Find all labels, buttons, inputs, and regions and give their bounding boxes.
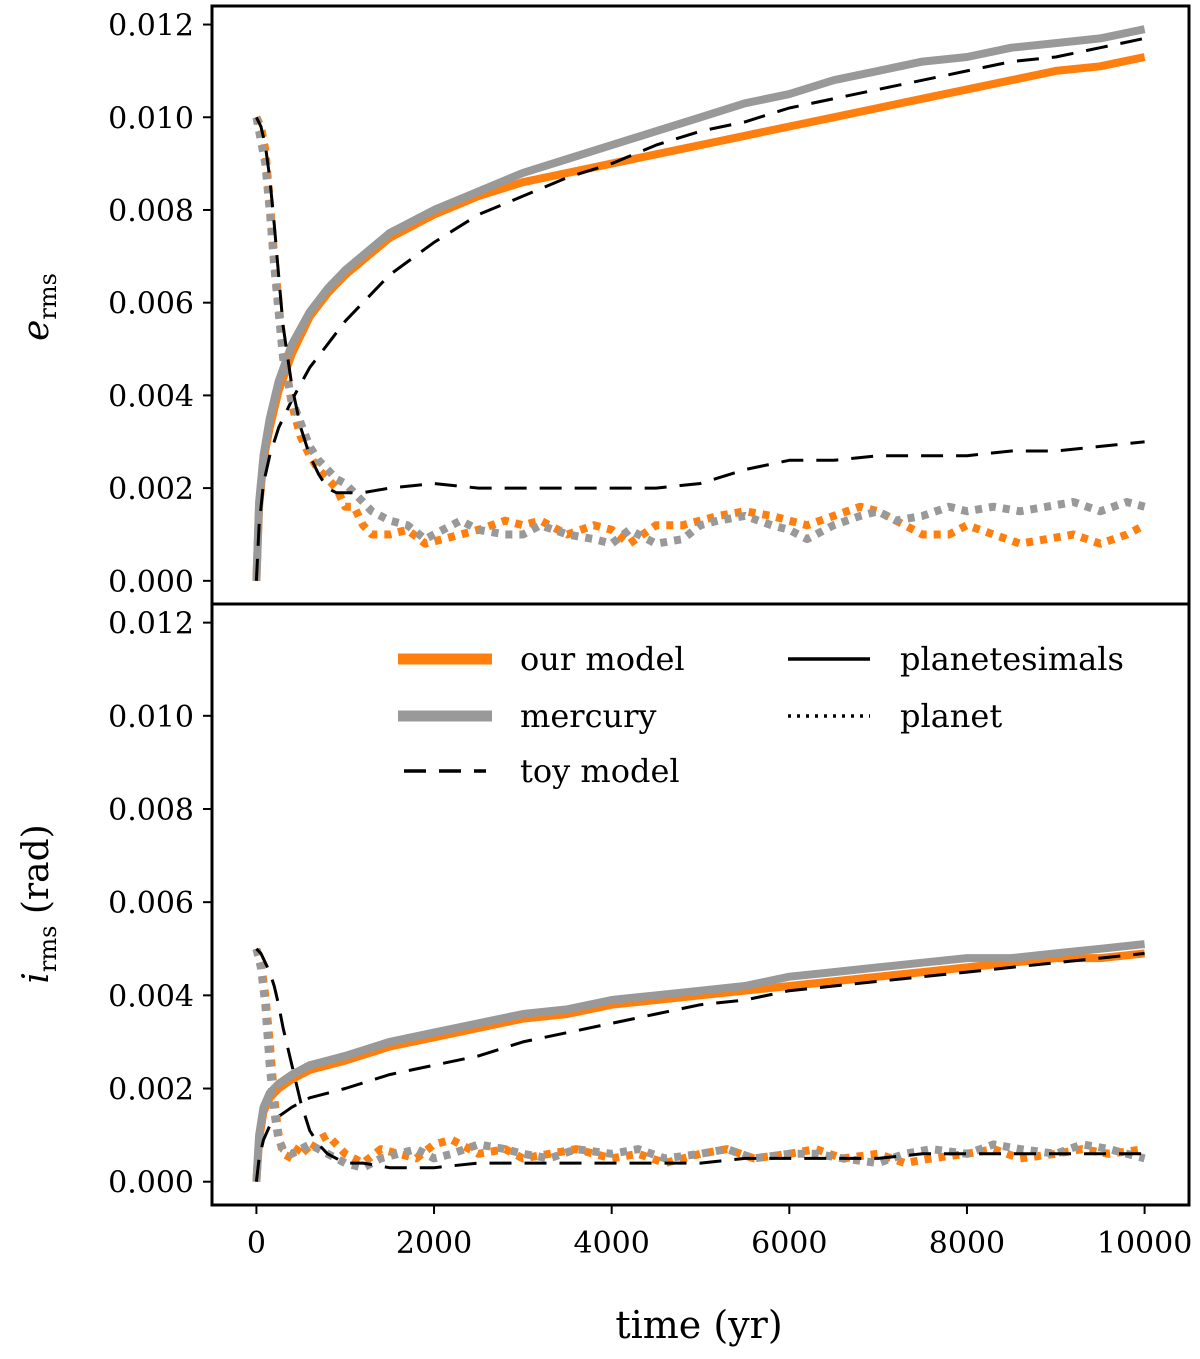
top-series-our-model-planetesimals xyxy=(252,53,1146,581)
top-y-tick-label: 0.002 xyxy=(108,472,194,507)
top-panel: 0.000 0.002 0.004 0.006 0.008 0.010 0.012 erms xyxy=(16,9,1147,600)
bottom-y-tick-label: 0.002 xyxy=(108,1073,194,1108)
legend: our model mercury toy model planetesimal… xyxy=(398,640,1124,790)
top-y-tick-label: 0.010 xyxy=(108,101,194,136)
bottom-axes-frame xyxy=(210,602,1191,1207)
bottom-panel: 0.000 0.002 0.004 0.006 0.008 0.010 0.012 irms… xyxy=(16,607,1146,1201)
legend-label-planet: planet xyxy=(900,697,1002,735)
top-series-toy-model-planet xyxy=(255,116,1145,495)
top-y-tick-label: 0.008 xyxy=(108,194,194,229)
top-y-axis-label: erms xyxy=(16,273,62,341)
x-axis-label: time (yr) xyxy=(615,1303,782,1347)
top-y-tick-label: 0.012 xyxy=(108,9,194,44)
x-tick-label: 0 xyxy=(247,1226,266,1261)
x-tick-label: 8000 xyxy=(929,1226,1005,1261)
top-y-ticks: 0.000 0.002 0.004 0.006 0.008 0.010 0.012 xyxy=(108,9,212,600)
bottom-y-tick-label: 0.008 xyxy=(108,793,194,828)
axes-frames xyxy=(210,4,1191,1207)
bottom-series-toy-model-planetesimals xyxy=(254,951,1145,1182)
top-series-mercury-planetesimals xyxy=(252,25,1146,581)
x-tick-label: 4000 xyxy=(574,1226,650,1261)
bottom-series-our-model-planet xyxy=(252,947,1146,1168)
bottom-y-tick-label: 0.006 xyxy=(108,886,194,921)
bottom-series-mercury-planetesimals xyxy=(252,940,1146,1182)
bottom-y-tick-label: 0.012 xyxy=(108,607,194,642)
bottom-y-ticks: 0.000 0.002 0.004 0.006 0.008 0.010 0.012 xyxy=(108,607,212,1201)
top-series-mercury-planet xyxy=(252,116,1146,548)
bottom-series-toy-model-planet xyxy=(255,947,1145,1170)
bottom-plot-area xyxy=(252,940,1146,1182)
top-series-our-model-planet xyxy=(252,115,1147,548)
x-tick-label: 2000 xyxy=(396,1226,472,1261)
legend-label-planetesimals: planetesimals xyxy=(900,640,1124,678)
bottom-series-mercury-planet xyxy=(252,947,1146,1172)
x-tick-label: 10000 xyxy=(1097,1226,1192,1261)
bottom-y-axis-label: irms (rad) xyxy=(16,824,62,983)
top-plot-area xyxy=(252,25,1147,581)
legend-label-toy-model: toy model xyxy=(520,752,680,790)
top-y-tick-label: 0.000 xyxy=(108,565,194,600)
top-series-toy-model-planetesimals xyxy=(254,36,1145,581)
x-tick-label: 6000 xyxy=(751,1226,827,1261)
legend-label-mercury: mercury xyxy=(520,697,656,735)
bottom-y-tick-label: 0.010 xyxy=(108,700,194,735)
legend-label-our-model: our model xyxy=(520,640,685,678)
top-y-tick-label: 0.006 xyxy=(108,287,194,322)
bottom-y-tick-label: 0.004 xyxy=(108,979,194,1014)
bottom-y-tick-label: 0.000 xyxy=(108,1166,194,1201)
top-y-tick-label: 0.004 xyxy=(108,379,194,414)
x-axis-ticks: 0 2000 4000 6000 8000 10000 xyxy=(247,1205,1192,1261)
